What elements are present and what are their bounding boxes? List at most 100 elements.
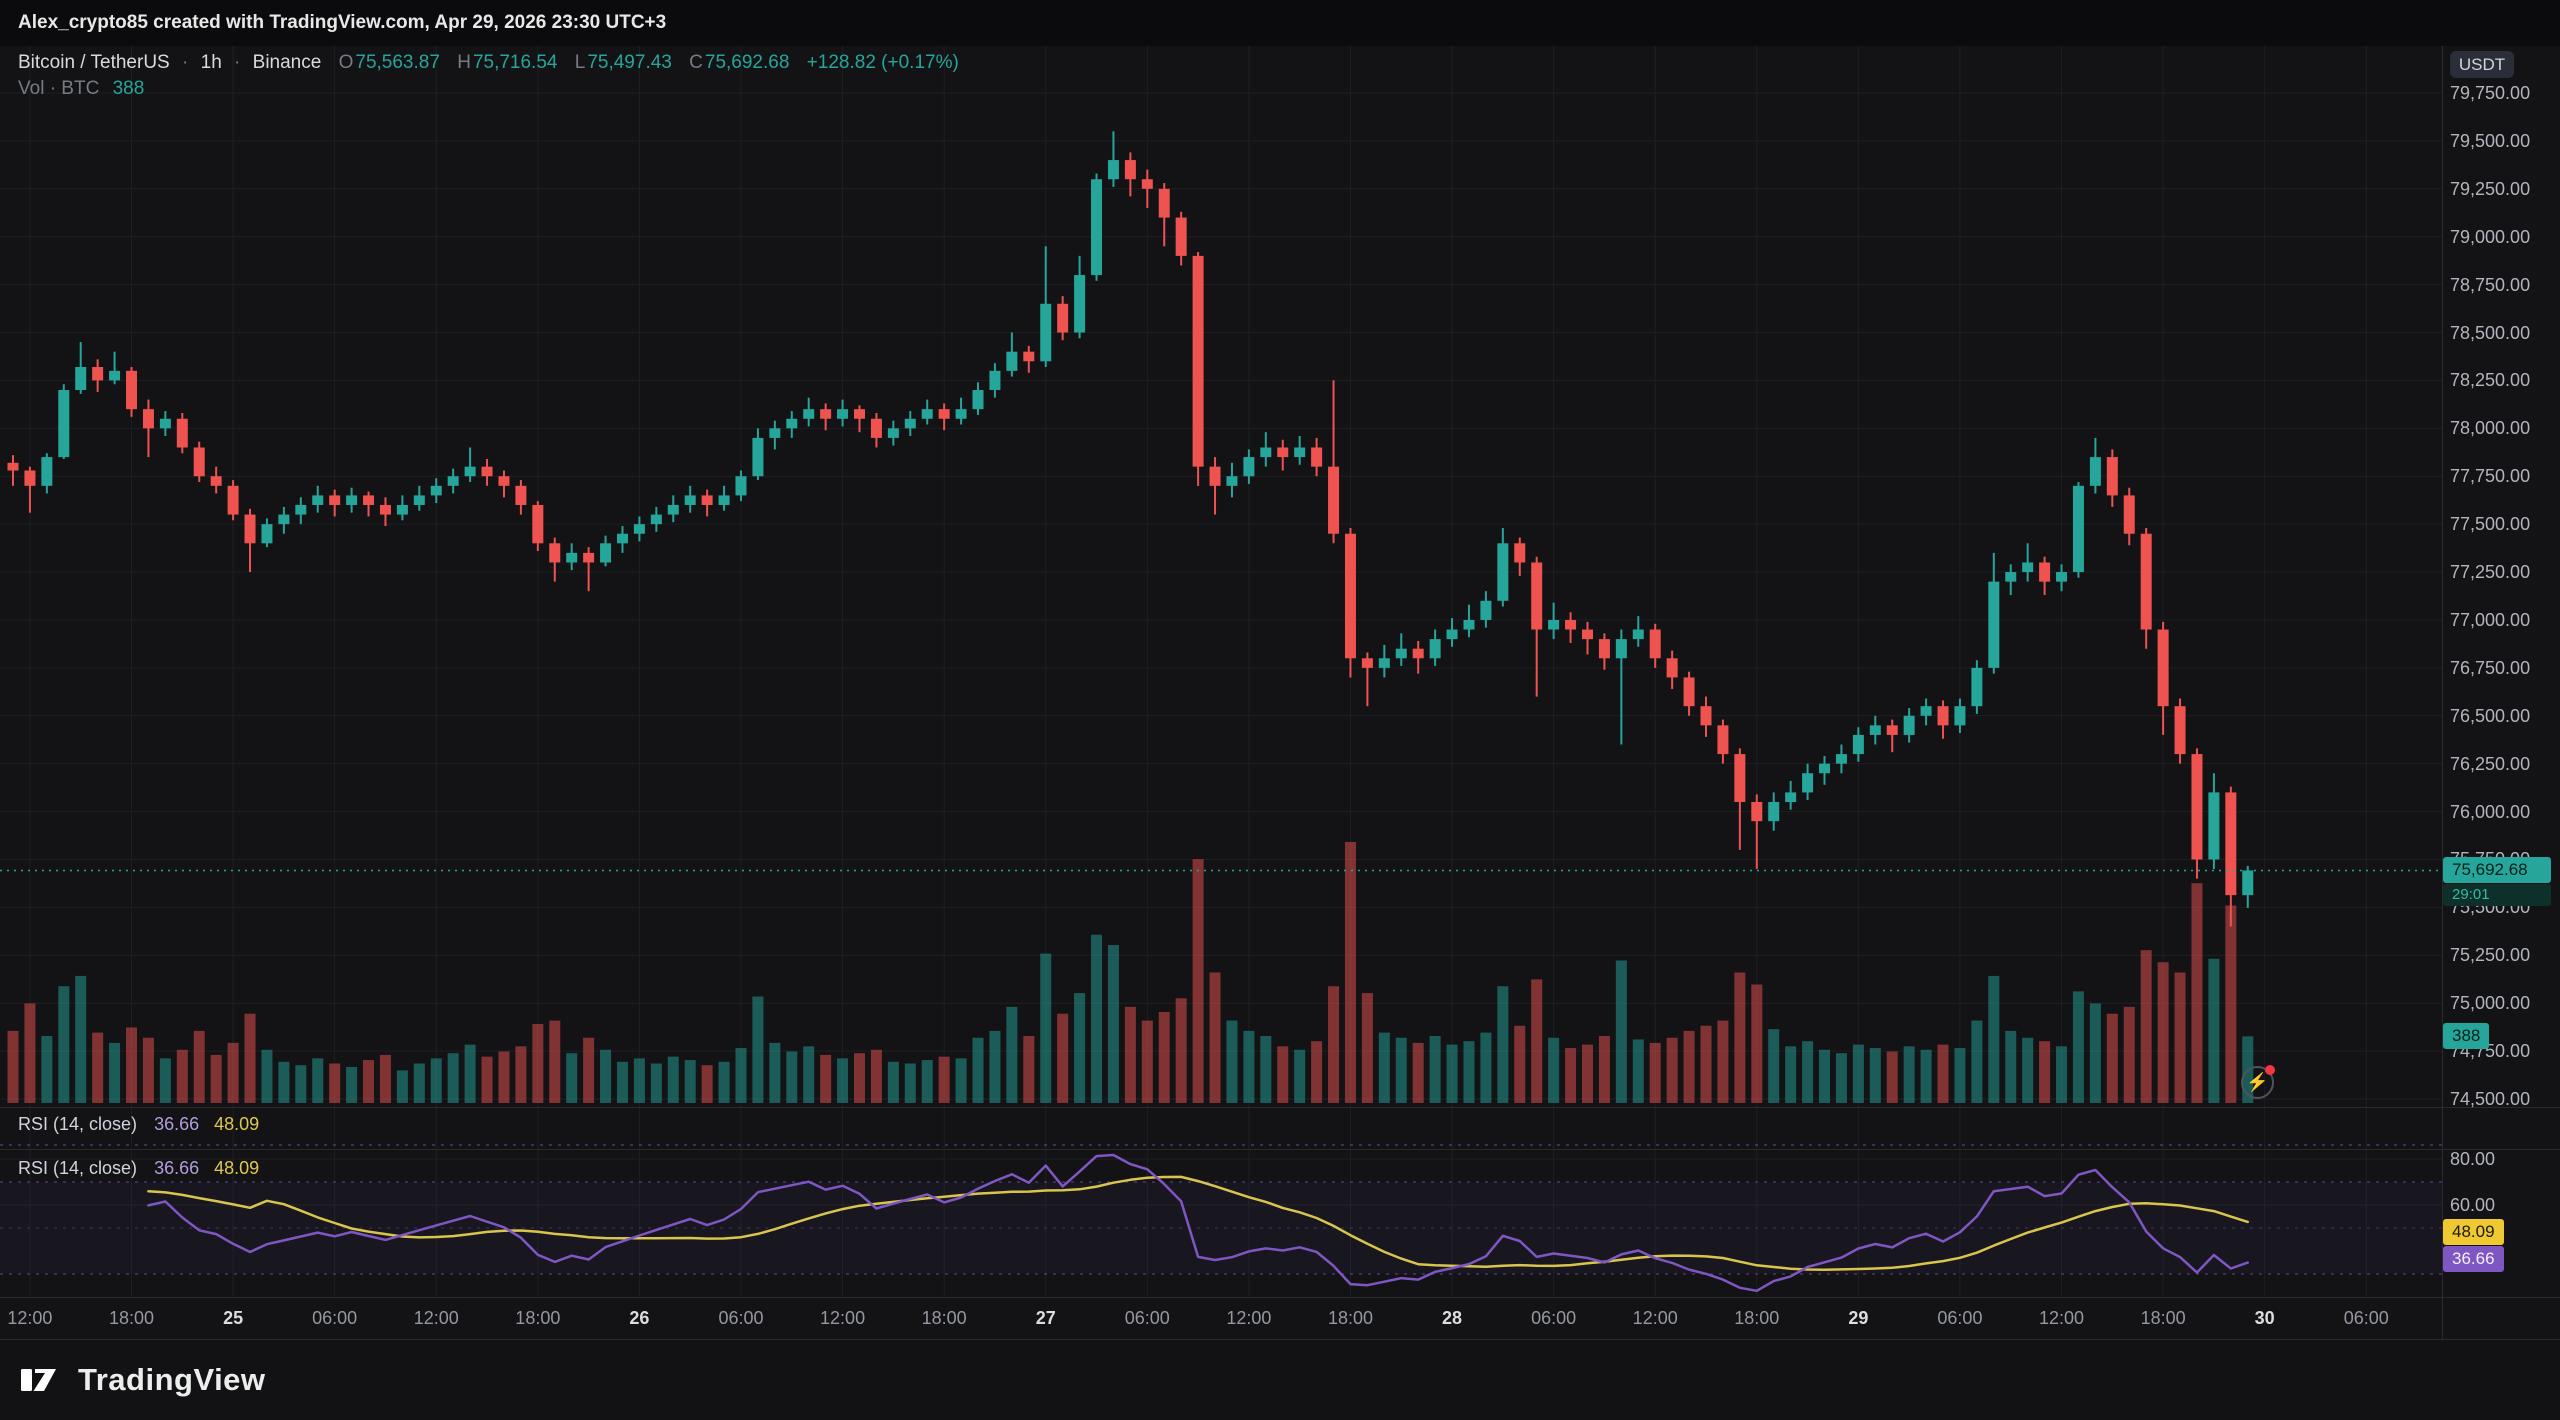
volume-bar <box>1717 1020 1729 1103</box>
volume-bar <box>2225 905 2237 1103</box>
time-axis[interactable]: 12:00 18:00 25 06:00 12:00 18:00 26 06:00 12:00 1… <box>0 1297 2560 1339</box>
candle-body <box>1565 619 1577 630</box>
candle-body <box>1226 476 1238 486</box>
candle-body <box>820 409 832 419</box>
volume-indicator-label[interactable]: Vol · BTC <box>18 78 100 99</box>
volume-bar <box>1395 1037 1407 1103</box>
candle-body <box>413 495 425 505</box>
volume-bar <box>1937 1044 1949 1103</box>
time-axis-label: 12:00 <box>1632 1308 1678 1328</box>
volume-bar <box>379 1054 391 1103</box>
rsi-indicator-title[interactable]: RSI (14, close) <box>18 1114 138 1134</box>
volume-bar <box>1412 1042 1424 1103</box>
volume-bar <box>1158 1011 1170 1103</box>
candle-body <box>363 495 375 505</box>
time-axis-label: 06:00 <box>2343 1308 2389 1328</box>
volume-bar <box>363 1060 375 1103</box>
candle-body <box>1971 667 1983 707</box>
price-axis-label: 76,250.00 <box>2450 753 2531 774</box>
volume-bar <box>566 1053 578 1103</box>
candle-body <box>2157 629 2169 707</box>
volume-bar <box>1091 934 1103 1103</box>
lightning-button[interactable]: ⚡ <box>2241 1065 2275 1099</box>
price-axis-label: 75,250.00 <box>2450 945 2531 966</box>
volume-bar <box>701 1065 713 1103</box>
candle-body <box>2225 792 2237 896</box>
volume-bar <box>684 1060 696 1103</box>
time-axis-label: 18:00 <box>1327 1308 1373 1328</box>
volume-bar <box>786 1051 798 1103</box>
price-axis-label: 76,750.00 <box>2450 657 2531 678</box>
candle-body <box>1548 619 1560 630</box>
volume-bar <box>1260 1036 1272 1103</box>
candle-body <box>1480 600 1492 620</box>
candle-body <box>2191 754 2203 860</box>
time-axis-label: 06:00 <box>1531 1308 1577 1328</box>
tradingview-logo-link[interactable]: TradingView <box>20 1362 266 1398</box>
candle-body <box>870 418 882 438</box>
price-axis-label: 79,000.00 <box>2450 226 2531 247</box>
candle-body <box>278 514 290 525</box>
volume-bar <box>1226 1020 1238 1103</box>
volume-bar <box>7 1030 19 1103</box>
volume-bar <box>837 1058 849 1103</box>
volume-bar <box>921 1060 933 1103</box>
candle-body <box>142 409 154 429</box>
lightning-icon: ⚡ <box>2246 1072 2269 1092</box>
candle-body <box>481 466 493 477</box>
volume-bar <box>1531 979 1543 1103</box>
volume-bar <box>1446 1044 1458 1103</box>
last-price-badge[interactable]: 75,692.68 <box>2443 857 2551 884</box>
price-axis-label: 77,000.00 <box>2450 609 2531 630</box>
volume-bar <box>1785 1046 1797 1103</box>
candle-body <box>1819 763 1831 774</box>
candle-body <box>650 514 662 525</box>
volume-bar <box>2191 883 2203 1103</box>
volume-bar <box>1954 1048 1966 1103</box>
candle-body <box>1598 639 1610 659</box>
rsi-line <box>147 1153 2250 1293</box>
volume-bar <box>1107 945 1119 1103</box>
symbol-button[interactable]: Bitcoin / TetherUS <box>18 52 170 73</box>
volume-bar <box>650 1063 662 1103</box>
candle-body <box>396 504 408 515</box>
volume-bar <box>1869 1048 1881 1103</box>
volume-bar <box>1192 859 1204 1103</box>
exchange-button[interactable]: Binance <box>252 52 322 73</box>
candle-body <box>1124 160 1136 180</box>
currency-toggle-button[interactable]: USDT <box>2450 51 2514 78</box>
time-axis-label: 06:00 <box>312 1308 358 1328</box>
candle-body <box>2140 533 2152 630</box>
volume-bar <box>244 1013 256 1103</box>
candle-body <box>1615 639 1627 659</box>
candle-body <box>1158 188 1170 218</box>
price-axis-label: 78,000.00 <box>2450 418 2531 439</box>
candle-body <box>955 409 967 419</box>
rsi-indicator-title[interactable]: RSI (14, close) <box>18 1158 138 1178</box>
low-label: L <box>574 52 586 73</box>
volume-bar <box>227 1042 239 1103</box>
candle-body <box>566 552 578 563</box>
candle-body <box>1361 658 1373 668</box>
volume-bar <box>769 1042 781 1103</box>
volume-bar <box>752 996 764 1103</box>
candle-body <box>616 533 628 544</box>
volume-bar <box>972 1037 984 1103</box>
candle-body <box>1937 706 1949 726</box>
price-axis-label: 74,500.00 <box>2450 1089 2531 1109</box>
volume-bar <box>515 1046 527 1103</box>
candle-body <box>1497 543 1509 601</box>
candle-body <box>244 514 256 544</box>
candle-body <box>1683 677 1695 707</box>
volume-bar <box>904 1063 916 1103</box>
volume-bar <box>1429 1036 1441 1103</box>
price-axis-label: 78,750.00 <box>2450 274 2531 295</box>
interval-button[interactable]: 1h <box>200 52 222 73</box>
candle-body <box>2208 792 2220 860</box>
price-axis[interactable]: USDT 75,692.68 29:01 388 48.09 36.66 79,… <box>2442 46 2560 1339</box>
candle-body <box>1852 734 1864 755</box>
attribution-text: Alex_crypto85 created with TradingView.c… <box>18 12 667 33</box>
candle-body <box>2022 562 2034 573</box>
candle-body <box>498 476 510 486</box>
chart-canvas[interactable] <box>0 0 2560 1339</box>
